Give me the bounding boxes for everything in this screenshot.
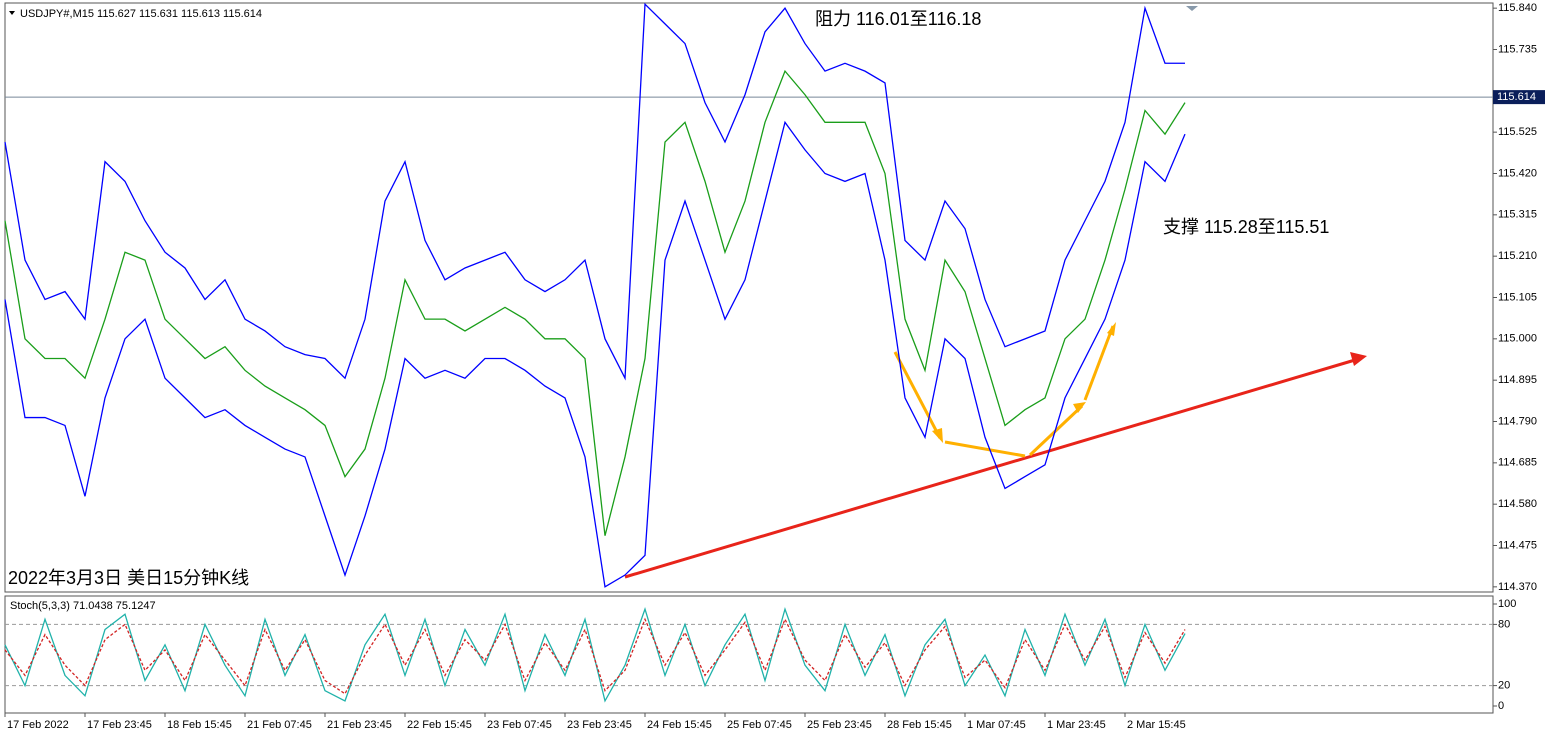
current-price-box <box>1493 90 1545 105</box>
x-tick-label: 25 Feb 23:45 <box>807 719 872 731</box>
x-tick-label: 17 Feb 23:45 <box>87 719 152 731</box>
series-line <box>4 69 1186 536</box>
x-tick-label: 23 Feb 23:45 <box>567 719 632 731</box>
y-tick-label: 115.000 <box>1498 333 1537 345</box>
y-tick-label: 115.210 <box>1498 250 1537 262</box>
y-tick-label: 115.735 <box>1498 43 1537 55</box>
y-tick-label: 80 <box>1498 618 1510 630</box>
pattern-arrow-heads <box>932 322 1116 443</box>
y-tick-label: 115.525 <box>1498 126 1537 138</box>
x-tick-label: 24 Feb 15:45 <box>647 719 712 731</box>
x-tick-label: 17 Feb 2022 <box>7 719 69 731</box>
y-tick-label: 114.370 <box>1498 581 1537 593</box>
y-tick-label: 100 <box>1498 598 1516 610</box>
y-tick-label: 114.685 <box>1498 457 1537 469</box>
stoch-title: Stoch(5,3,3) 71.0438 75.1247 <box>10 600 156 612</box>
y-tick-label: 114.790 <box>1498 415 1537 427</box>
y-tick-label: 115.315 <box>1498 209 1537 221</box>
x-tick-label: 23 Feb 07:45 <box>487 719 552 731</box>
menu-arrow[interactable] <box>9 11 15 15</box>
trend-arrow <box>624 358 1356 579</box>
current-price-label: 115.614 <box>1497 91 1536 103</box>
arrow-head <box>1350 352 1367 366</box>
x-tick-label: 2 Mar 15:45 <box>1127 719 1186 731</box>
x-tick-label: 21 Feb 23:45 <box>327 719 392 731</box>
y-tick-label: 114.475 <box>1498 539 1537 551</box>
x-tick-label: 21 Feb 07:45 <box>247 719 312 731</box>
y-tick-label: 0 <box>1498 700 1504 712</box>
annotation: 支撑 115.28至115.51 <box>1163 217 1329 237</box>
x-tick-label: 1 Mar 23:45 <box>1047 719 1106 731</box>
annotation: 阻力 116.01至116.18 <box>815 9 981 29</box>
stoch-pane <box>4 595 1494 714</box>
x-tick-label: 1 Mar 07:45 <box>967 719 1026 731</box>
x-tick-label: 18 Feb 15:45 <box>167 719 232 731</box>
y-tick-label: 114.580 <box>1498 498 1537 510</box>
y-tick-label: 114.895 <box>1498 374 1537 386</box>
x-tick-label: 25 Feb 07:45 <box>727 719 792 731</box>
chart-title: USDJPY#,M15 115.627 115.631 115.613 115.… <box>20 8 262 20</box>
annotation: 2022年3月3日 美日15分钟K线 <box>8 568 249 588</box>
x-tick-label: 22 Feb 15:45 <box>407 719 472 731</box>
y-tick-label: 20 <box>1498 680 1510 692</box>
y-tick-label: 115.840 <box>1498 2 1537 14</box>
series-line <box>4 617 1186 695</box>
series-line <box>4 120 1186 588</box>
series-line <box>4 2 1185 381</box>
scroll-marker <box>1186 6 1198 11</box>
x-tick-label: 28 Feb 15:45 <box>887 719 952 731</box>
y-tick-label: 115.105 <box>1498 291 1537 303</box>
pattern-arrows <box>893 325 1115 458</box>
y-tick-label: 115.420 <box>1498 167 1537 179</box>
